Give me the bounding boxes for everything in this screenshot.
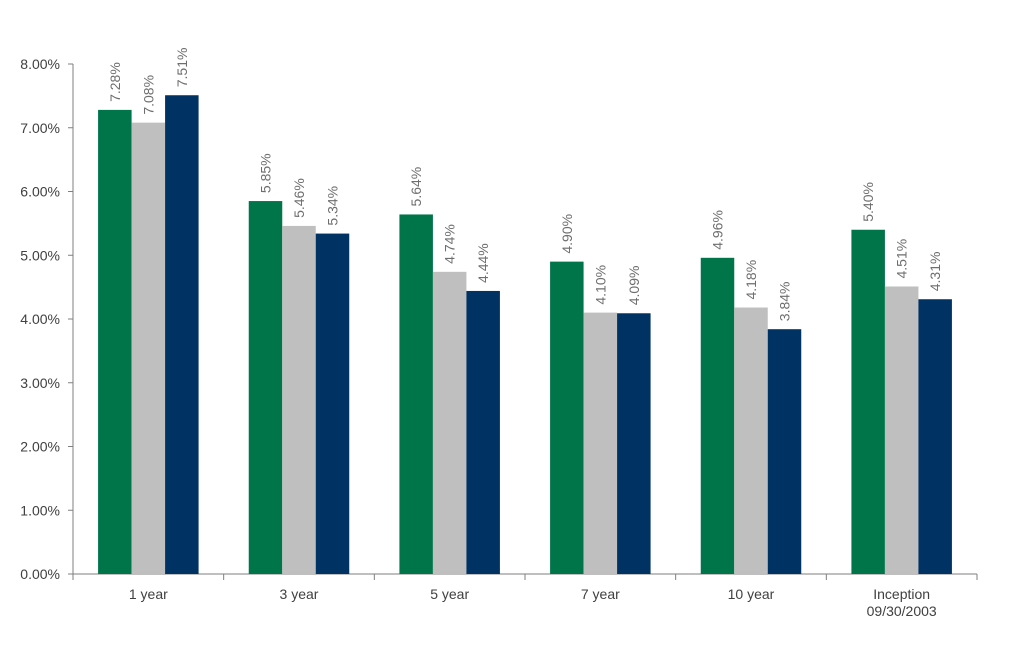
bar-series-2 xyxy=(583,312,618,574)
bar-value-label: 4.44% xyxy=(475,243,491,283)
x-category-label: Inception 09/30/2003 xyxy=(867,586,937,619)
bar-series-2 xyxy=(432,271,467,574)
bar-value-label: 5.85% xyxy=(258,153,274,193)
bars xyxy=(98,95,952,575)
y-tick-label: 3.00% xyxy=(20,375,60,391)
y-tick-label: 6.00% xyxy=(20,184,60,200)
bar-series-1 xyxy=(399,214,433,574)
bar-series-1 xyxy=(98,109,132,575)
bar-series-2 xyxy=(131,122,166,575)
y-tick-label: 4.00% xyxy=(20,311,60,327)
bar-series-3 xyxy=(315,233,350,574)
bar-series-1 xyxy=(851,229,885,574)
bar-value-label: 7.28% xyxy=(107,62,123,102)
bar-value-label: 7.51% xyxy=(174,48,190,88)
bar-value-label: 3.84% xyxy=(777,281,793,321)
bar-value-label: 4.09% xyxy=(626,266,642,306)
y-axis: 0.00% 1.00% 2.00% 3.00% 4.00% 5.00% 6.00% 7.00%… xyxy=(20,56,74,582)
bar-value-label: 5.40% xyxy=(860,182,876,222)
bar-value-label: 4.74% xyxy=(442,224,458,264)
bar-value-label: 4.31% xyxy=(927,252,943,292)
bar-value-label: 4.51% xyxy=(894,239,910,279)
bar-value-label: 4.96% xyxy=(710,210,726,250)
bar-value-label: 5.64% xyxy=(408,167,424,207)
bar-value-label: 4.90% xyxy=(559,214,575,254)
bar-series-1 xyxy=(550,261,584,574)
y-tick-label: 5.00% xyxy=(20,247,60,263)
bar-series-3 xyxy=(767,329,802,574)
x-axis: 1 year 3 year 5 year 7 year 10 year Inception… xyxy=(72,573,978,619)
y-tick-label: 2.00% xyxy=(20,439,60,455)
data-labels: 7.28% 7.08% 7.51% 5.85% 5.46% 5.34% 5.64% 4.74%… xyxy=(107,48,943,322)
bar-series-2 xyxy=(282,225,316,575)
bar-series-3 xyxy=(918,299,952,574)
bar-series-3 xyxy=(617,313,651,574)
bar-value-label: 5.34% xyxy=(325,186,341,226)
bar-series-3 xyxy=(165,95,199,575)
y-tick-label: 8.00% xyxy=(20,56,60,72)
y-tick-label: 0.00% xyxy=(20,566,60,582)
x-category-label: 10 year xyxy=(728,586,775,602)
bar-series-2 xyxy=(734,307,768,574)
y-tick-label: 7.00% xyxy=(20,120,60,136)
bar-series-1 xyxy=(700,257,735,574)
x-category-label: 1 year xyxy=(129,586,168,602)
bar-series-2 xyxy=(884,286,919,574)
x-category-label: 7 year xyxy=(581,586,620,602)
bar-series-3 xyxy=(466,290,500,574)
bar-value-label: 4.10% xyxy=(592,265,608,305)
bar-value-label: 7.08% xyxy=(140,75,156,115)
bar-value-label: 5.46% xyxy=(291,178,307,218)
x-category-label: 3 year xyxy=(280,586,319,602)
y-tick-label: 1.00% xyxy=(20,502,60,518)
bar-series-1 xyxy=(248,201,283,574)
x-category-label: 5 year xyxy=(430,586,469,602)
bar-value-label: 4.18% xyxy=(743,260,759,300)
